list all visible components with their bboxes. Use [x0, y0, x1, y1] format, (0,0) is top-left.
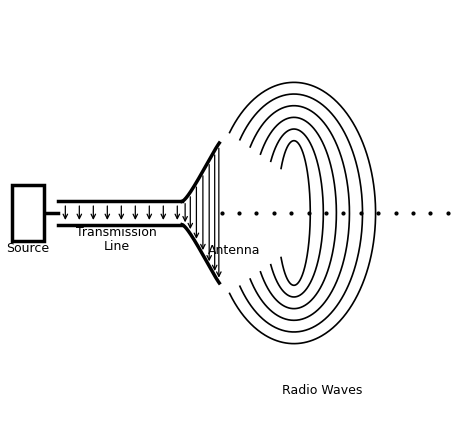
Text: Radio Waves: Radio Waves	[282, 384, 362, 397]
Text: Line: Line	[104, 240, 130, 253]
Bar	[12, 185, 45, 241]
Text: Antenna: Antenna	[208, 245, 260, 257]
Text: Transmission: Transmission	[76, 226, 157, 239]
Text: Source: Source	[7, 242, 50, 255]
